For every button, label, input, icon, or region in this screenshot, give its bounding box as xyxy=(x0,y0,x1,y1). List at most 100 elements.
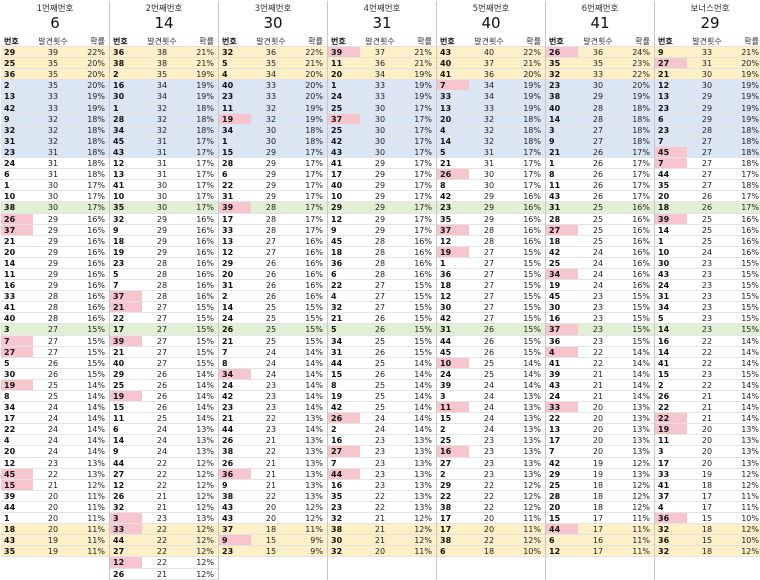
cell-count: 31 xyxy=(33,147,73,159)
table-row: 7 27 18% xyxy=(655,158,760,170)
cell-number: 1 xyxy=(219,136,251,147)
header-number: 번호 xyxy=(1,36,33,48)
table-row: 44 27 17% xyxy=(655,169,760,181)
cell-rate: 18% xyxy=(509,136,545,147)
cell-rate: 19% xyxy=(727,80,760,92)
cell-number: 3 xyxy=(1,324,33,336)
cell-count: 24 xyxy=(687,247,727,258)
cell-rate: 12% xyxy=(291,513,327,525)
cell-count: 26 xyxy=(251,258,291,269)
cell-rate: 16% xyxy=(400,247,436,258)
table-row: 15 23 15% xyxy=(655,369,760,380)
table-row: 11 20 13% xyxy=(655,435,760,447)
cell-number: 37 xyxy=(1,224,33,236)
cell-count: 25 xyxy=(251,302,291,314)
cell-number: 25 xyxy=(110,380,142,391)
cell-count: 28 xyxy=(360,269,400,281)
cell-rate: 15% xyxy=(400,347,436,358)
cell-rate: 19% xyxy=(618,91,654,103)
column-title: 보너스번호 xyxy=(690,4,730,14)
cell-number: 31 xyxy=(1,136,33,147)
table-row: 35 27 18% xyxy=(655,180,760,192)
table-row: 43 21 14% xyxy=(546,380,654,391)
table-row: 17 20 11% xyxy=(437,524,545,536)
cell-rate: 14% xyxy=(400,358,436,369)
cell-number: 6 xyxy=(110,424,142,436)
cell-count: 24 xyxy=(469,413,509,425)
cell-rate: 15% xyxy=(73,336,109,347)
table-row: 7 34 19% xyxy=(437,80,545,92)
cell-number: 2 xyxy=(219,291,251,303)
table-row: 37 28 16% xyxy=(437,224,545,236)
table-row: 17 29 17% xyxy=(328,169,436,181)
cell-rate: 17% xyxy=(727,202,760,214)
table-row: 33 28 16% xyxy=(1,291,109,303)
cell-rate: 14% xyxy=(400,424,436,436)
cell-rate: 15% xyxy=(618,291,654,303)
cell-number: 43 xyxy=(1,535,33,547)
cell-number: 3 xyxy=(546,125,578,136)
table-row: 10 30 17% xyxy=(1,191,109,203)
cell-rate: 17% xyxy=(182,158,218,170)
cell-rate: 17% xyxy=(727,169,760,181)
table-row: 37 29 16% xyxy=(1,224,109,236)
table-row: 25 30 17% xyxy=(328,102,436,114)
cell-count: 22 xyxy=(251,491,291,502)
cell-number: 24 xyxy=(328,91,360,103)
table-row: 36 27 15% xyxy=(437,269,545,281)
cell-number: 2 xyxy=(110,69,142,81)
table-row: 1 32 18% xyxy=(110,102,218,114)
cell-count: 23 xyxy=(687,291,727,303)
cell-number: 11 xyxy=(219,103,251,114)
cell-count: 25 xyxy=(33,380,73,391)
cell-rate: 14% xyxy=(291,369,327,380)
cell-rate: 15% xyxy=(509,347,545,358)
table-row: 32 18 12% xyxy=(655,546,760,558)
cell-count: 29 xyxy=(33,258,73,269)
column-header: 보너스번호 29 xyxy=(655,1,760,36)
cell-rate: 13% xyxy=(73,458,109,469)
cell-count: 31 xyxy=(687,58,727,70)
cell-count: 28 xyxy=(251,225,291,236)
cell-rate: 12% xyxy=(400,535,436,547)
table-row: 32 33 22% xyxy=(546,69,654,81)
cell-number: 36 xyxy=(219,468,251,480)
table-row: 29 19 13% xyxy=(546,469,654,480)
cell-count: 30 xyxy=(251,125,291,136)
table-row: 39 25 16% xyxy=(655,213,760,225)
cell-count: 25 xyxy=(33,391,73,403)
table-row: 28 25 16% xyxy=(546,214,654,225)
cell-count: 24 xyxy=(33,402,73,414)
cell-number: 24 xyxy=(655,280,687,292)
table-row: 38 21 12% xyxy=(328,524,436,536)
table-row: 4 32 18% xyxy=(437,124,545,136)
table-row: 12 28 16% xyxy=(437,236,545,247)
cell-count: 18 xyxy=(687,480,727,491)
table-row: 38 22 12% xyxy=(437,502,545,514)
cell-count: 23 xyxy=(578,313,618,325)
cell-rate: 16% xyxy=(291,291,327,303)
cell-rate: 16% xyxy=(727,236,760,247)
cell-rate: 12% xyxy=(727,480,760,491)
cell-number: 38 xyxy=(437,502,469,514)
cell-rate: 16% xyxy=(291,280,327,292)
table-row: 43 20 12% xyxy=(219,502,327,514)
table-row: 24 23 15% xyxy=(655,280,760,292)
cell-rate: 18% xyxy=(727,136,760,147)
cell-rate: 13% xyxy=(727,446,760,458)
cell-number: 15 xyxy=(655,369,687,380)
cell-rate: 15% xyxy=(182,302,218,314)
cell-number: 17 xyxy=(328,169,360,181)
table-row: 5 23 15% xyxy=(655,313,760,325)
cell-count: 34 xyxy=(142,80,182,92)
table-row: 22 21 14% xyxy=(655,402,760,414)
cell-count: 26 xyxy=(578,147,618,159)
cell-count: 22 xyxy=(142,524,182,536)
table-row: 26 30 17% xyxy=(437,169,545,181)
cell-count: 28 xyxy=(142,280,182,292)
cell-number: 24 xyxy=(1,158,33,170)
cell-count: 31 xyxy=(142,136,182,147)
table-row: 30 23 15% xyxy=(655,258,760,269)
cell-number: 38 xyxy=(437,535,469,547)
cell-rate: 21% xyxy=(509,58,545,70)
